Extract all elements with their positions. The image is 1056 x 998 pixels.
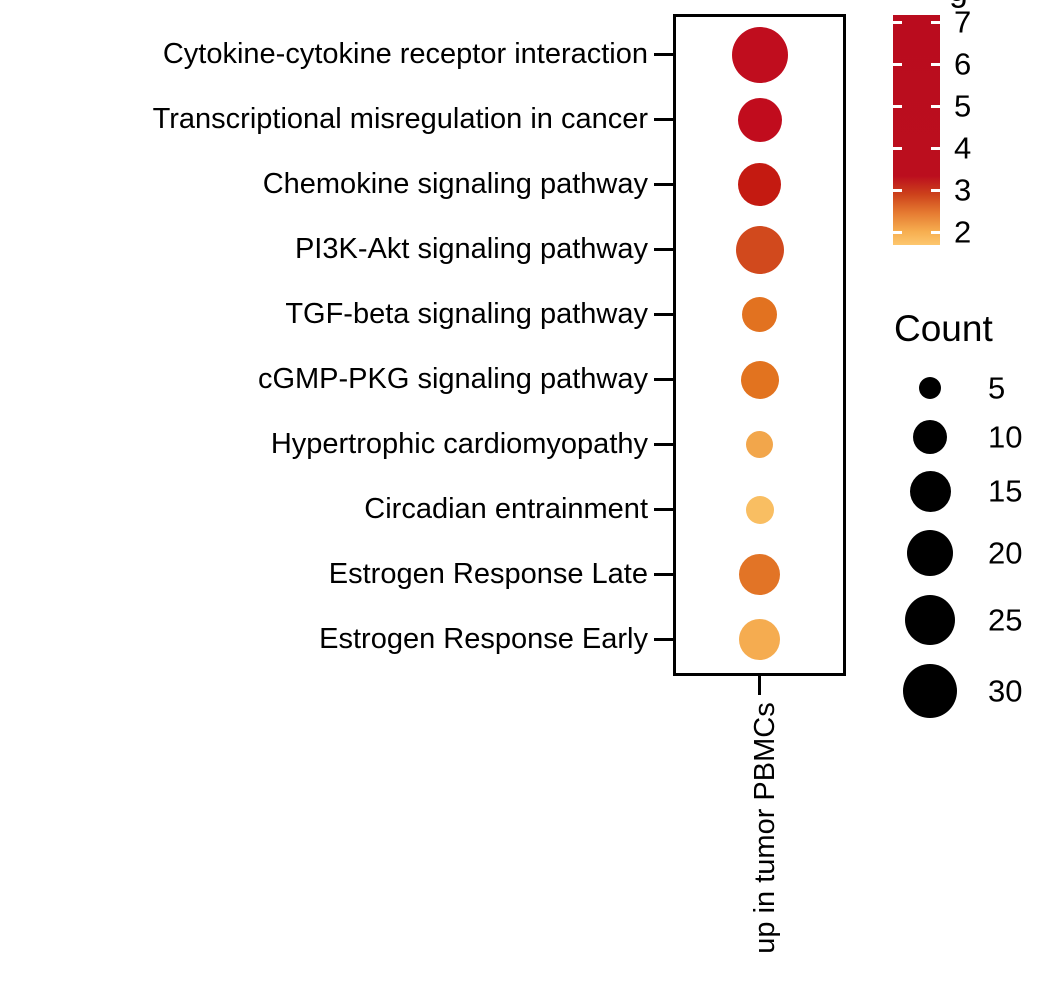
count-legend-label: 15: [988, 473, 1023, 509]
data-dot: [745, 495, 774, 524]
color-legend-tick: [931, 146, 940, 150]
x-axis-label: up in tumor PBMCs: [749, 702, 781, 954]
color-legend-title-fragment: g: [949, 0, 968, 7]
y-axis-tick: [654, 573, 673, 576]
color-legend-tick: [893, 104, 902, 108]
color-legend-tick: [893, 20, 902, 24]
color-legend-tick-label: 7: [954, 4, 972, 40]
color-legend-tick-label: 5: [954, 88, 972, 124]
y-axis-tick: [654, 118, 673, 121]
count-legend-dot: [909, 470, 951, 512]
y-axis-label: Cytokine-cytokine receptor interaction: [162, 37, 648, 70]
color-legend-tick: [931, 230, 940, 234]
y-axis-tick: [654, 508, 673, 511]
color-legend-bar: [893, 15, 940, 245]
y-axis-label: Hypertrophic cardiomyopathy: [270, 427, 648, 460]
count-legend-dot: [907, 530, 953, 576]
y-axis-label: Chemokine signaling pathway: [262, 167, 648, 200]
y-axis-tick: [654, 183, 673, 186]
y-axis-label: Circadian entrainment: [364, 492, 648, 525]
y-axis-label: cGMP-PKG signaling pathway: [257, 362, 648, 395]
count-legend-dot: [905, 595, 955, 645]
data-dot: [735, 225, 784, 274]
count-legend-label: 5: [988, 370, 1006, 406]
y-axis-tick: [654, 248, 673, 251]
count-legend-dot: [903, 664, 957, 718]
color-legend-tick: [893, 62, 902, 66]
count-legend-dot: [913, 420, 947, 454]
data-dot: [746, 431, 773, 458]
color-legend-tick: [931, 20, 940, 24]
data-dot: [740, 360, 779, 399]
y-axis-label: Transcriptional misregulation in cancer: [152, 102, 648, 135]
count-legend-label: 30: [988, 673, 1023, 709]
data-dot: [731, 26, 788, 83]
color-legend-tick-label: 2: [954, 214, 972, 250]
data-dot: [739, 554, 780, 595]
color-legend-tick: [931, 104, 940, 108]
data-dot: [742, 297, 777, 332]
count-legend-label: 10: [988, 419, 1023, 455]
y-axis-label: Estrogen Response Late: [328, 557, 648, 590]
color-legend-tick-label: 6: [954, 46, 972, 82]
color-legend-tick-label: 4: [954, 130, 972, 166]
y-axis-label: TGF-beta signaling pathway: [285, 297, 648, 330]
y-axis-tick: [654, 53, 673, 56]
data-dot: [738, 163, 781, 206]
y-axis-tick: [654, 313, 673, 316]
count-legend-label: 20: [988, 535, 1023, 571]
y-axis-tick: [654, 638, 673, 641]
y-axis-tick: [654, 443, 673, 446]
y-axis-label: Estrogen Response Early: [319, 622, 648, 655]
count-legend-dot: [919, 377, 941, 399]
color-legend-tick: [893, 146, 902, 150]
x-axis-tick: [758, 676, 761, 695]
count-legend-title: Count: [894, 308, 993, 349]
color-legend-tick: [931, 188, 940, 192]
y-axis-tick: [654, 378, 673, 381]
color-legend-tick: [893, 230, 902, 234]
color-legend-tick: [931, 62, 940, 66]
count-legend-label: 25: [988, 602, 1023, 638]
y-axis-label: PI3K-Akt signaling pathway: [294, 232, 648, 265]
color-legend-tick: [893, 188, 902, 192]
color-legend-tick-label: 3: [954, 172, 972, 208]
data-dot: [737, 97, 782, 142]
data-dot: [739, 619, 780, 660]
